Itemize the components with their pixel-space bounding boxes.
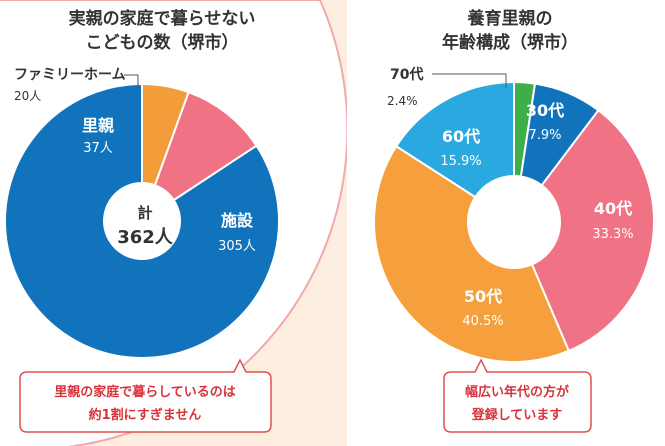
right-chart-title-line2: 年齢構成（堺市） (442, 32, 578, 53)
label-family-home: ファミリーホーム (14, 67, 126, 83)
value-shisetsu: 305人 (218, 239, 256, 254)
right-note-line2: 登録しています (471, 407, 563, 423)
total-value: 362人 (117, 227, 174, 248)
value-50s: 40.5% (462, 314, 503, 329)
label-shisetsu: 施設 (221, 211, 254, 230)
value-family-home: 20人 (14, 89, 41, 103)
foster-age-slice-4 (394, 80, 515, 199)
children-count-donut (4, 82, 280, 359)
value-70s: 2.4% (387, 94, 418, 108)
right-note-line1: 幅広い年代の方が (465, 384, 569, 400)
right-chart-title-line1: 養育里親の (467, 8, 553, 29)
value-40s: 33.3% (592, 227, 633, 242)
left-note-line1: 里親の家庭で暮らしているのは (54, 384, 236, 400)
left-note-line2: 約1割にすぎません (89, 407, 202, 423)
leader-family-home (124, 74, 139, 88)
total-label: 計 (137, 204, 152, 222)
label-60s: 60代 (442, 127, 480, 146)
label-satooya: 里親 (82, 116, 114, 135)
leader-70s (432, 73, 507, 88)
right-note-callout: 幅広い年代の方が 登録しています (443, 358, 592, 433)
label-30s: 30代 (526, 101, 564, 120)
value-satooya: 37人 (83, 141, 113, 156)
children-count-slice-2 (4, 82, 280, 359)
label-40s: 40代 (594, 199, 632, 218)
left-chart-title-line2: こどもの数（堺市） (86, 32, 239, 53)
foster-age-donut (373, 80, 655, 363)
children-count-slice-1 (153, 90, 258, 202)
foster-age-slice-2 (530, 108, 655, 353)
label-50s: 50代 (464, 287, 502, 306)
value-60s: 15.9% (440, 154, 481, 169)
label-70s: 70代 (390, 66, 423, 83)
left-chart-title-line1: 実親の家庭で暮らせない (69, 8, 256, 29)
value-30s: 7.9% (528, 128, 561, 143)
foster-age-slice-3 (373, 144, 571, 363)
left-note-callout: 里親の家庭で暮らしているのは 約1割にすぎません (19, 358, 272, 433)
